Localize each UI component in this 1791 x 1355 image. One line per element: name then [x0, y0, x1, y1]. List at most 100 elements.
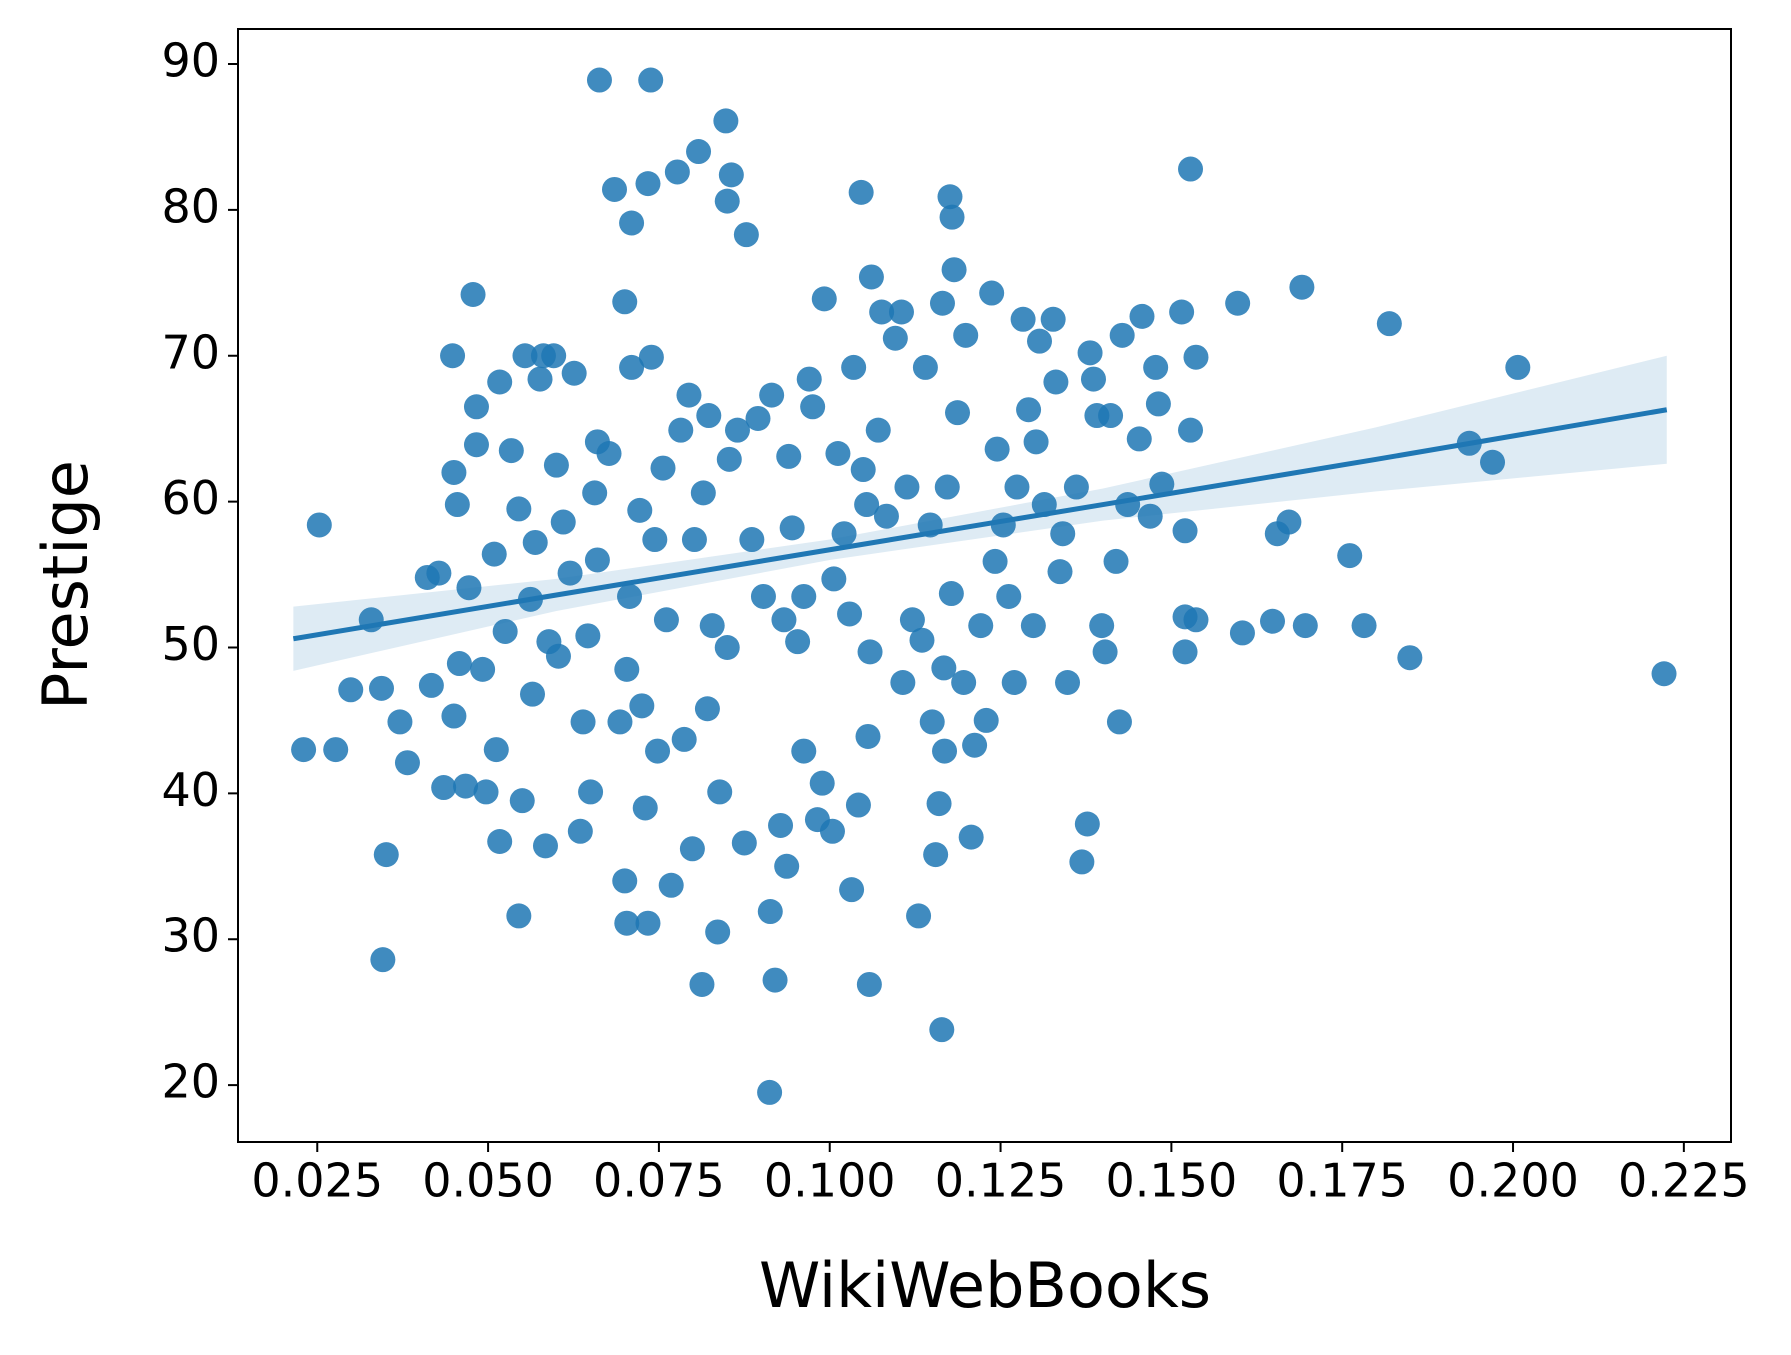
point — [938, 581, 964, 607]
point — [759, 382, 785, 408]
point — [869, 299, 895, 325]
point — [825, 440, 851, 466]
point — [470, 656, 496, 682]
point — [926, 791, 952, 817]
point — [681, 527, 707, 553]
point — [550, 509, 576, 535]
point — [582, 480, 608, 506]
point — [614, 656, 640, 682]
point — [629, 693, 655, 719]
x-tick-label: 0.100 — [764, 1154, 896, 1208]
point — [757, 899, 783, 925]
point — [694, 696, 720, 722]
point — [854, 492, 880, 518]
point — [1080, 366, 1106, 392]
point — [1229, 620, 1255, 646]
point — [750, 583, 776, 609]
point — [1001, 670, 1027, 696]
point — [1098, 403, 1124, 429]
point — [426, 560, 452, 586]
point — [937, 184, 963, 210]
point — [931, 655, 957, 681]
x-tick-label: 0.025 — [251, 1154, 383, 1208]
point — [601, 176, 627, 202]
point — [1480, 449, 1506, 475]
x-tick-label: 0.150 — [1106, 1154, 1238, 1208]
point — [617, 583, 643, 609]
point — [1055, 670, 1081, 696]
point — [899, 607, 925, 633]
point — [456, 575, 482, 601]
y-tick-label: 30 — [161, 909, 220, 963]
point — [699, 613, 725, 639]
point — [1043, 369, 1069, 395]
point — [638, 344, 664, 370]
point — [481, 541, 507, 567]
point — [796, 366, 822, 392]
x-tick-label: 0.050 — [422, 1154, 554, 1208]
point — [441, 703, 467, 729]
point — [951, 670, 977, 696]
point — [645, 738, 671, 764]
point — [968, 613, 994, 639]
point — [953, 322, 979, 348]
point — [705, 919, 731, 945]
point — [939, 204, 965, 230]
point — [1143, 354, 1169, 380]
x-tick-label: 0.225 — [1618, 1154, 1750, 1208]
point — [1092, 639, 1118, 665]
point — [1089, 613, 1115, 639]
point — [431, 775, 457, 801]
point — [771, 607, 797, 633]
point — [934, 474, 960, 500]
point — [962, 732, 988, 758]
point — [487, 829, 513, 855]
x-tick-label: 0.175 — [1276, 1154, 1408, 1208]
point — [509, 788, 535, 814]
point — [857, 639, 883, 665]
point — [1276, 509, 1302, 535]
point — [841, 354, 867, 380]
point — [1050, 521, 1076, 547]
point — [1020, 613, 1046, 639]
point — [619, 354, 645, 380]
point — [614, 910, 640, 936]
point — [1397, 645, 1423, 671]
point — [768, 812, 794, 838]
point — [612, 289, 638, 315]
point — [932, 738, 958, 764]
point — [982, 548, 1008, 574]
point — [690, 480, 716, 506]
point — [873, 503, 899, 529]
point — [845, 792, 871, 818]
point — [909, 627, 935, 653]
point — [739, 527, 765, 553]
point — [323, 737, 349, 763]
point — [578, 779, 604, 805]
point — [1225, 290, 1251, 316]
point — [1178, 156, 1204, 182]
point — [731, 830, 757, 856]
point — [444, 492, 470, 518]
point — [831, 521, 857, 547]
point — [837, 601, 863, 627]
y-tick-label: 40 — [161, 763, 220, 817]
y-tick-label: 90 — [161, 34, 220, 88]
point — [714, 188, 740, 214]
point — [570, 709, 596, 735]
point — [791, 738, 817, 764]
point — [1106, 709, 1132, 735]
point — [1010, 306, 1036, 332]
point — [912, 354, 938, 380]
point — [1040, 306, 1066, 332]
point — [338, 677, 364, 703]
point — [586, 67, 612, 93]
point — [776, 443, 802, 469]
point — [714, 634, 740, 660]
point — [1074, 811, 1100, 837]
point — [929, 1017, 955, 1043]
y-tick-label: 20 — [161, 1055, 220, 1109]
point — [1077, 340, 1103, 366]
point — [1505, 354, 1531, 380]
